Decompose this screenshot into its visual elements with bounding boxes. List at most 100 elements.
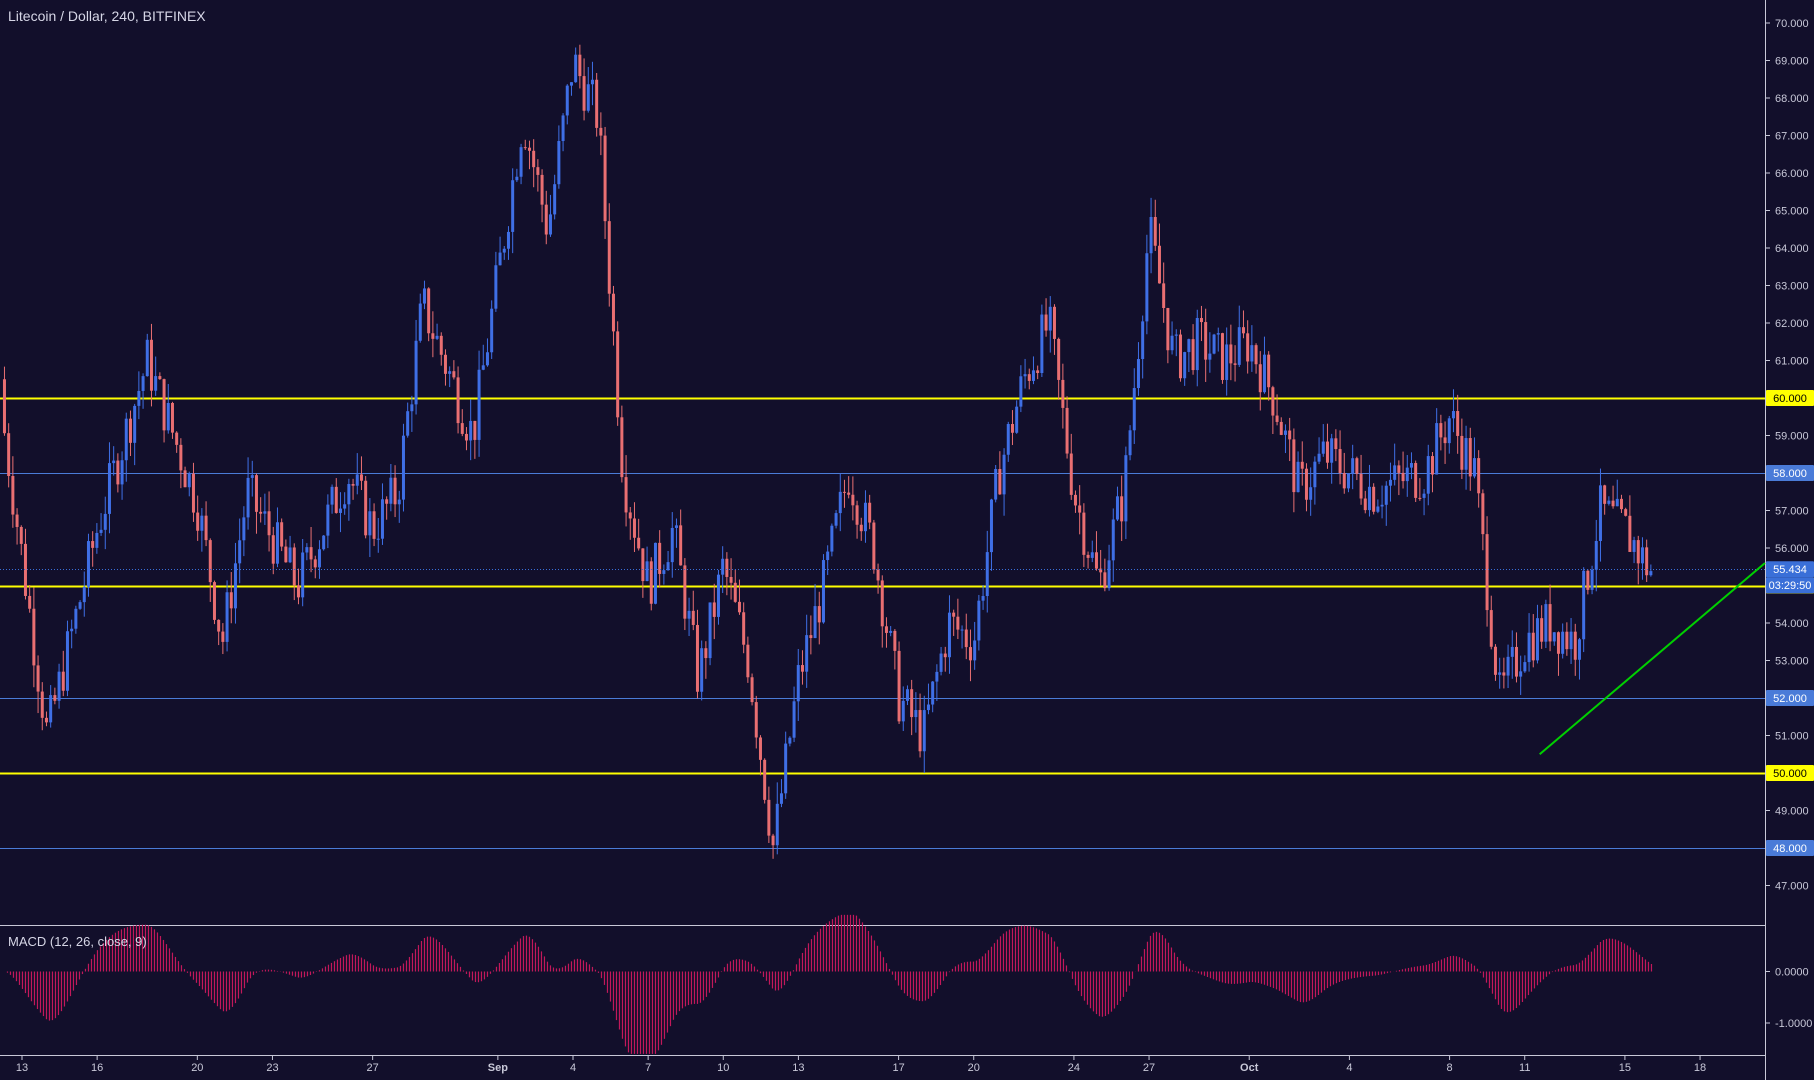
price-tick-label: 66.000 xyxy=(1775,168,1809,180)
candle xyxy=(557,125,561,189)
candle xyxy=(704,641,708,679)
candle xyxy=(632,502,636,553)
candle xyxy=(1498,657,1502,689)
candle xyxy=(452,360,456,380)
candle xyxy=(1565,622,1569,656)
time-tick-label: Oct xyxy=(1240,1062,1259,1074)
candle xyxy=(1124,446,1128,540)
time-tick-label: 16 xyxy=(91,1062,103,1074)
price-tick-label: 56.000 xyxy=(1775,543,1809,555)
candle xyxy=(368,498,372,558)
candle xyxy=(61,650,65,697)
candle xyxy=(1468,427,1472,491)
macd-indicator-title[interactable]: MACD (12, 26, close, 9) xyxy=(8,934,147,949)
candles[interactable] xyxy=(2,44,1653,859)
candle xyxy=(490,300,494,359)
candle xyxy=(1493,644,1497,681)
time-tick-label: 10 xyxy=(717,1062,729,1074)
candle xyxy=(960,625,964,649)
candle xyxy=(809,615,813,655)
time-tick-label: 17 xyxy=(892,1062,904,1074)
candle xyxy=(435,323,439,341)
candle xyxy=(124,412,128,482)
candle xyxy=(910,679,914,736)
candle xyxy=(1628,495,1632,552)
candle xyxy=(1225,327,1229,396)
candle xyxy=(641,548,645,598)
candle xyxy=(859,517,863,541)
candle xyxy=(1422,489,1426,516)
time-tick-label: 18 xyxy=(1694,1062,1706,1074)
candle xyxy=(1149,197,1153,274)
candle xyxy=(1485,516,1489,627)
candle xyxy=(1103,558,1107,592)
candle xyxy=(36,655,40,714)
candle xyxy=(779,779,783,808)
time-tick-label: 15 xyxy=(1619,1062,1631,1074)
candle xyxy=(1510,630,1514,679)
time-axis[interactable]: 13 16 20 23 27 Sep 4 7 10 13 17 20 24 27 Oct 4 8 11 15 18 xyxy=(16,1056,1706,1074)
candle xyxy=(838,473,842,532)
candle xyxy=(1183,351,1187,386)
candle xyxy=(422,280,426,310)
macd-histogram[interactable] xyxy=(4,914,1653,1054)
candle xyxy=(742,602,746,654)
candle xyxy=(1451,389,1455,433)
candle xyxy=(208,538,212,602)
svg-text:03:29:50: 03:29:50 xyxy=(1769,580,1812,592)
candle xyxy=(687,597,691,637)
candle xyxy=(658,530,662,588)
macd-axis[interactable]: 0.0000 -1.0000 xyxy=(1765,967,1812,1031)
candle xyxy=(721,546,725,593)
price-tick-label: 49.000 xyxy=(1775,806,1809,818)
candle xyxy=(826,545,830,575)
level-badge-48.000: 48.000 xyxy=(1766,840,1814,856)
candle xyxy=(998,451,1002,495)
candle xyxy=(99,513,103,536)
candle xyxy=(662,564,666,585)
price-axis[interactable]: 70.000 69.000 68.000 67.000 66.000 65.000 64.0… xyxy=(1765,18,1809,893)
candle xyxy=(1544,599,1548,648)
candle xyxy=(1376,499,1380,514)
candle xyxy=(1166,307,1170,364)
candle xyxy=(876,563,880,594)
candle xyxy=(1317,437,1321,465)
candle xyxy=(771,833,775,859)
candle xyxy=(712,583,716,640)
candle xyxy=(1136,342,1140,396)
candle xyxy=(1078,485,1082,535)
candle xyxy=(355,453,359,495)
candle xyxy=(943,646,947,672)
time-tick-label: 20 xyxy=(191,1062,203,1074)
price-badges: 60.00058.00055.00052.00050.00048.00055.4… xyxy=(1766,390,1814,856)
price-tick-label: 67.000 xyxy=(1775,131,1809,143)
trendline[interactable] xyxy=(1539,562,1766,756)
candle xyxy=(939,646,943,676)
candle xyxy=(1372,483,1376,515)
candle xyxy=(288,535,292,564)
candle xyxy=(511,168,515,254)
candle xyxy=(1128,425,1132,461)
candle xyxy=(1506,644,1510,689)
candle xyxy=(1443,421,1447,464)
candle xyxy=(498,236,502,266)
candle xyxy=(1288,417,1292,462)
candle xyxy=(1069,433,1073,500)
macd-tick-label: -1.0000 xyxy=(1775,1018,1812,1030)
price-tick-label: 68.000 xyxy=(1775,93,1809,105)
candle xyxy=(884,617,888,648)
candle xyxy=(200,508,204,552)
candle xyxy=(179,438,183,489)
candle xyxy=(347,478,351,521)
price-tick-label: 59.000 xyxy=(1775,431,1809,443)
candle xyxy=(1296,451,1300,493)
svg-text:55.434: 55.434 xyxy=(1773,564,1807,576)
candle xyxy=(926,683,930,715)
candle xyxy=(1090,540,1094,563)
candle xyxy=(973,621,977,670)
candle xyxy=(1586,569,1590,595)
candle xyxy=(968,629,972,682)
price-tick-label: 69.000 xyxy=(1775,56,1809,68)
candle xyxy=(1531,614,1535,668)
